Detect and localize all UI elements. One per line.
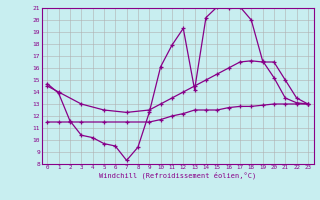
X-axis label: Windchill (Refroidissement éolien,°C): Windchill (Refroidissement éolien,°C) (99, 172, 256, 179)
